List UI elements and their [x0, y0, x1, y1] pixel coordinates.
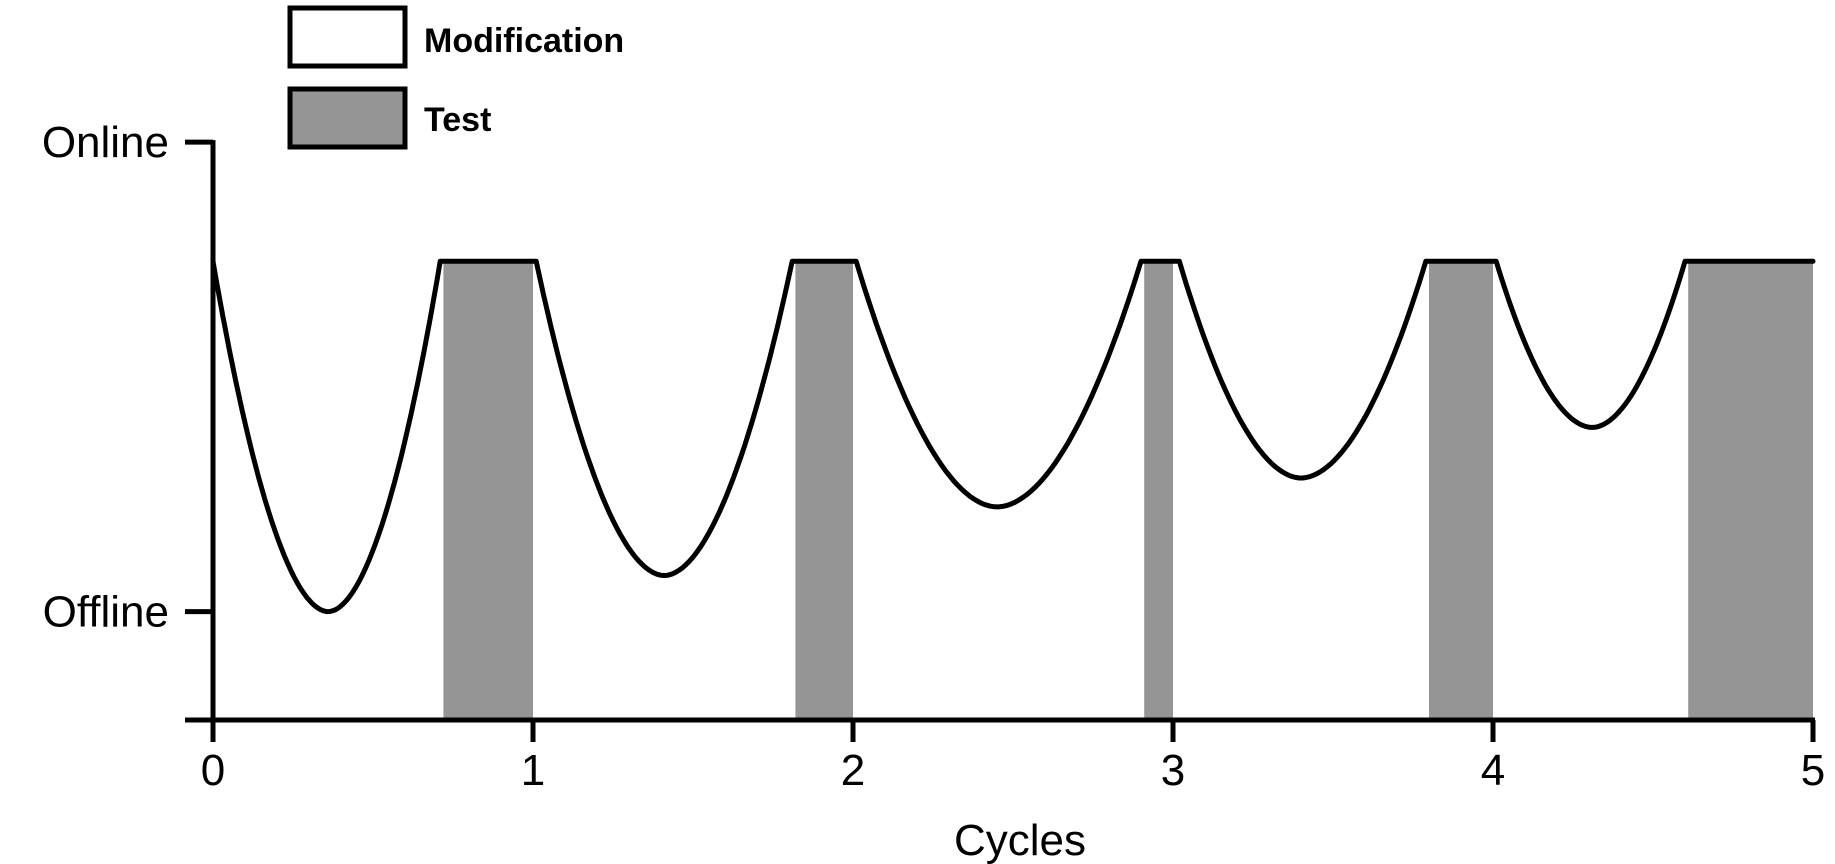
legend-label-modification: Modification [424, 22, 624, 60]
x-tick-label-3: 3 [1161, 746, 1185, 795]
y-tick-label-offline: Offline [43, 588, 169, 637]
test-bars-group [443, 261, 1813, 720]
y-ticks-group: Offline Online [42, 118, 213, 637]
test-bar-4 [1429, 261, 1493, 720]
test-bar-3 [1144, 261, 1173, 720]
status-curve [210, 258, 1816, 615]
x-tick-label-0: 0 [201, 746, 225, 795]
axes-group [185, 140, 1815, 723]
x-tick-label-1: 1 [521, 746, 545, 795]
test-bar-2 [795, 261, 853, 720]
x-axis-title: Cycles [954, 816, 1086, 864]
legend-label-test: Test [424, 101, 491, 139]
status-curve-group [210, 258, 1816, 615]
x-tick-label-2: 2 [841, 746, 865, 795]
test-bar-5 [1688, 261, 1813, 720]
legend-swatch-test [287, 86, 408, 150]
y-tick-label-online: Online [42, 118, 169, 167]
x-ticks-group: 0 1 2 3 4 5 [201, 720, 1825, 795]
legend: Modification Test [287, 5, 624, 150]
legend-swatch-modification [287, 5, 408, 69]
test-bar-1 [443, 261, 533, 720]
x-tick-label-4: 4 [1481, 746, 1505, 795]
x-tick-label-5: 5 [1801, 746, 1825, 795]
